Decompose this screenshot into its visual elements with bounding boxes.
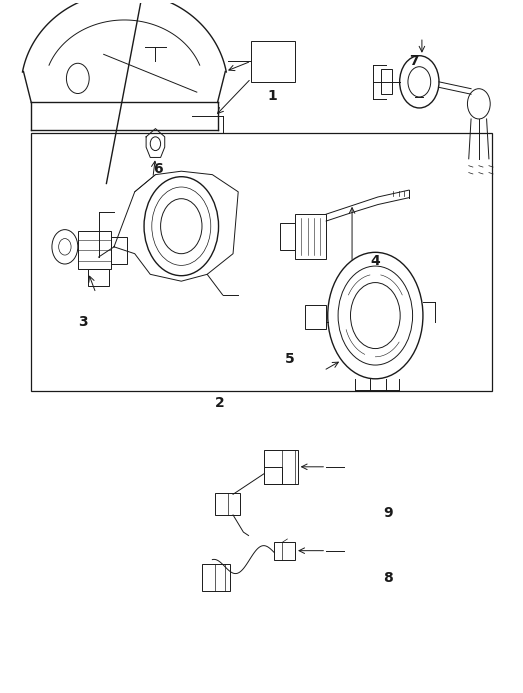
Text: 4: 4 (370, 254, 380, 267)
Text: 5: 5 (285, 352, 295, 366)
Bar (295, 214, 326, 259)
Text: 3: 3 (78, 315, 88, 329)
Bar (264, 467, 282, 484)
Bar (202, 564, 231, 590)
Text: 6: 6 (153, 162, 163, 176)
Bar (280, 222, 295, 250)
Bar (251, 41, 295, 82)
Bar (275, 543, 295, 560)
Bar (88, 269, 109, 286)
Bar (305, 305, 326, 329)
Bar (381, 69, 392, 94)
Text: 1: 1 (267, 89, 277, 103)
Bar (78, 231, 111, 269)
Text: 7: 7 (410, 54, 419, 68)
Bar (215, 493, 240, 515)
Bar (111, 236, 127, 264)
Bar (264, 450, 298, 484)
Bar (31, 133, 492, 391)
Text: 2: 2 (215, 396, 225, 410)
Text: 8: 8 (383, 571, 393, 585)
Text: 9: 9 (383, 506, 393, 520)
